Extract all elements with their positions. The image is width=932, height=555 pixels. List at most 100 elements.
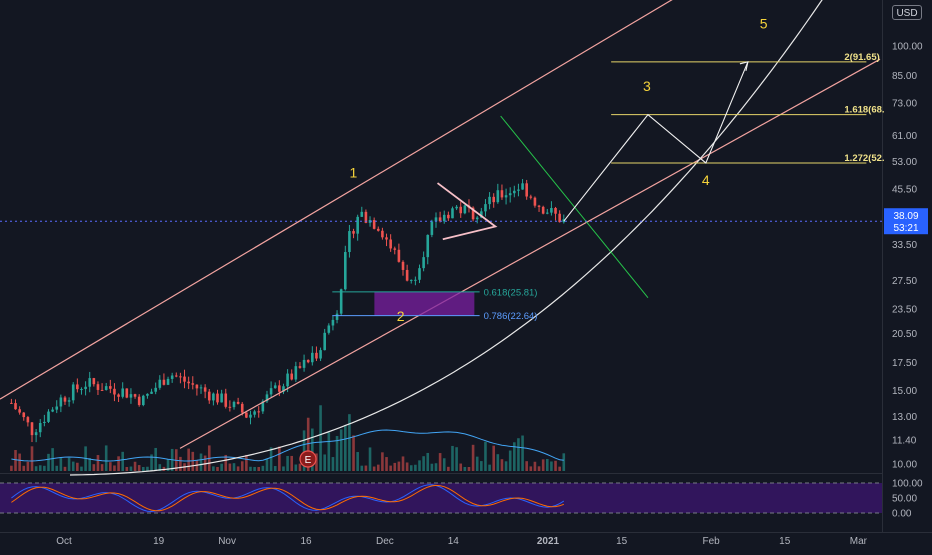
candle-body (339, 289, 343, 314)
volume-bar (228, 463, 232, 471)
candle-body (558, 213, 561, 223)
price-tick: 27.50 (892, 276, 917, 287)
candle-body (22, 412, 26, 418)
volume-bar (484, 441, 487, 471)
price-tick: 53.00 (892, 157, 917, 168)
candle-body (471, 207, 475, 220)
candle-body (137, 396, 141, 406)
candle-body (348, 231, 351, 253)
price-tick: 23.50 (892, 304, 917, 315)
volume-bar (319, 405, 322, 471)
candle-body (480, 211, 483, 218)
wave-label-4: 4 (702, 172, 710, 188)
candle-body (360, 211, 364, 217)
candle-body (529, 196, 533, 198)
candle-body (327, 325, 331, 333)
volume-bar (137, 465, 141, 471)
time-tick: Nov (218, 536, 236, 547)
volume-bar (381, 452, 384, 471)
candle-body (109, 386, 112, 389)
time-tick: Dec (376, 536, 394, 547)
volume-bar (331, 457, 335, 471)
volume-bar (533, 461, 537, 471)
candle-body (253, 411, 256, 415)
volume-bar (455, 447, 458, 471)
volume-bar (278, 446, 281, 471)
candle-body (67, 400, 71, 402)
volume-bar (327, 432, 331, 471)
volume-bar (199, 453, 203, 471)
volume-bar (521, 435, 524, 471)
volume-bar (146, 466, 149, 471)
candle-body (278, 385, 281, 392)
volume-bar (113, 465, 116, 471)
fib-zone (374, 291, 475, 316)
currency-selector[interactable]: USD (892, 5, 922, 20)
volume-bar (508, 450, 512, 471)
volume-bar (442, 458, 446, 471)
volume-bar (212, 466, 215, 471)
price-tick: 45.50 (892, 184, 917, 195)
volume-bar (100, 464, 104, 471)
trend-line (500, 115, 649, 298)
candle-body (133, 394, 137, 397)
candle-body (265, 394, 269, 402)
volume-bar (92, 464, 96, 471)
candle-body (294, 366, 298, 380)
candle-body (76, 384, 79, 390)
candle-body (517, 189, 520, 191)
earnings-label: E (305, 455, 312, 466)
candle-body (195, 384, 199, 389)
price-badge-countdown: 53:21 (893, 223, 918, 234)
candle-body (298, 366, 302, 368)
volume-bar (88, 457, 92, 471)
fib-ext-label-0: 2(91.65) (844, 52, 879, 63)
volume-bar (360, 465, 364, 471)
price-tick: 15.00 (892, 386, 917, 397)
volume-bar (496, 454, 500, 471)
time-tick: Feb (702, 536, 720, 547)
volume-bar (282, 466, 285, 471)
candle-body (385, 237, 388, 240)
volume-bar (463, 466, 467, 471)
candle-body (220, 393, 223, 403)
time-tick: 15 (616, 536, 628, 547)
stoch-d-line (11, 484, 564, 512)
fib-786-label: 0.786(22.64) (484, 311, 538, 322)
candle-body (232, 401, 236, 408)
volume-bar (286, 455, 289, 471)
time-tick: 14 (448, 536, 460, 547)
candle-body (191, 383, 195, 385)
volume-bar (236, 466, 240, 471)
volume-bar (401, 456, 405, 471)
candle-body (245, 412, 248, 418)
volume-bar (154, 447, 157, 471)
volume-bar (492, 445, 496, 471)
candle-body (26, 417, 30, 423)
volume-bar (356, 452, 359, 471)
volume-bar (302, 430, 306, 471)
candle-body (55, 406, 59, 410)
price-tick: 10.00 (892, 460, 917, 471)
stoch-k-line (11, 484, 565, 513)
volume-bar (34, 466, 38, 471)
volume-bar (14, 450, 17, 471)
candle-body (183, 376, 186, 382)
candle-body (14, 403, 17, 410)
candle-body (142, 395, 145, 406)
candle-body (10, 402, 13, 404)
volume-bar (261, 465, 265, 471)
candle-body (525, 183, 528, 197)
candle-body (43, 421, 46, 424)
price-tick: 73.00 (892, 99, 917, 110)
candle-body (447, 214, 450, 219)
channel-lower (179, 58, 881, 449)
candle-body (311, 352, 314, 363)
candle-body (228, 406, 232, 408)
volume-bar (216, 466, 219, 471)
volume-bar (562, 453, 566, 471)
candle-body (117, 394, 120, 397)
volume-bar (240, 461, 244, 471)
